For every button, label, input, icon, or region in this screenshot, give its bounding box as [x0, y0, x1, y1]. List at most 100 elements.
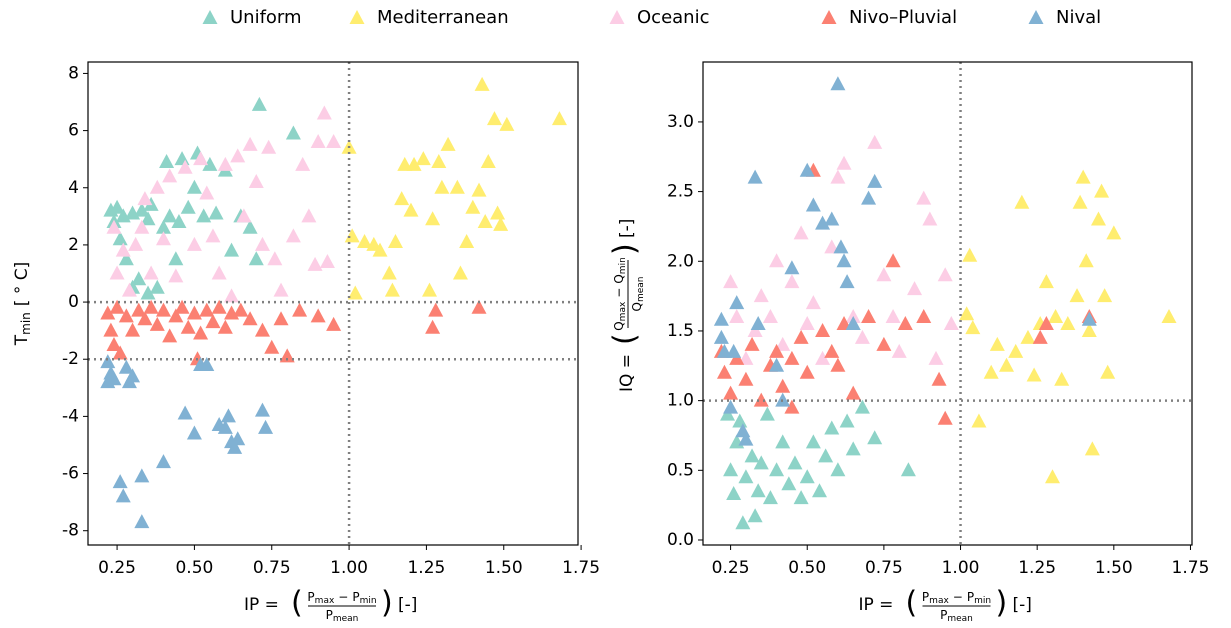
y-tick-label: 1.5 — [667, 321, 694, 341]
label-prefix: IQ = — [617, 354, 637, 392]
point — [103, 322, 119, 337]
point — [1161, 309, 1177, 324]
y-tick-label: 8 — [68, 63, 79, 83]
point — [193, 151, 209, 166]
point — [459, 234, 475, 249]
label-part: Pmean — [940, 608, 973, 624]
label-text: T — [12, 334, 32, 346]
point — [1008, 343, 1024, 358]
point — [824, 420, 840, 435]
point — [784, 274, 800, 289]
point — [775, 336, 791, 351]
point — [174, 151, 190, 166]
point — [830, 76, 846, 91]
point — [781, 476, 797, 491]
point — [254, 322, 270, 337]
point — [824, 211, 840, 226]
point — [885, 253, 901, 268]
point — [224, 242, 240, 257]
point — [1032, 329, 1048, 344]
point — [713, 329, 729, 344]
point — [1026, 367, 1042, 382]
x-tick-label: 1.00 — [330, 558, 368, 578]
point — [784, 260, 800, 275]
point — [121, 282, 137, 297]
point — [551, 111, 567, 126]
point — [1078, 253, 1094, 268]
label-text: max — [929, 596, 949, 606]
point — [440, 136, 456, 151]
point — [983, 364, 999, 379]
point — [242, 311, 258, 326]
point — [486, 111, 502, 126]
point — [227, 439, 243, 454]
point — [319, 254, 335, 269]
point — [1020, 329, 1036, 344]
point — [217, 156, 233, 171]
point — [326, 316, 342, 331]
point — [845, 315, 861, 330]
point — [812, 483, 828, 498]
point — [425, 319, 441, 334]
legend-label: Nival — [1056, 7, 1101, 28]
y-tick-label: -2 — [62, 349, 79, 369]
point — [149, 179, 165, 194]
point — [310, 134, 326, 149]
point — [1072, 194, 1088, 209]
point — [397, 156, 413, 171]
point — [452, 265, 468, 280]
point — [251, 96, 267, 111]
legend-label: Mediterranean — [377, 7, 509, 28]
point — [112, 345, 128, 360]
label-text: P — [307, 590, 314, 604]
y-tick-label: -6 — [62, 464, 79, 484]
label-text: mean — [947, 614, 973, 624]
label-text: Q — [612, 274, 626, 283]
point — [202, 156, 218, 171]
point — [471, 182, 487, 197]
x-tick-label: 1.25 — [1018, 558, 1056, 578]
paren: ) — [608, 243, 643, 255]
label-text: P — [967, 590, 974, 604]
point — [799, 364, 815, 379]
y-tick-label: 2.0 — [667, 251, 694, 271]
point — [112, 231, 128, 246]
point — [168, 268, 184, 283]
point — [1069, 288, 1085, 303]
point — [1090, 211, 1106, 226]
point — [205, 314, 221, 329]
y-axis-label: Tmin [ ° C] — [12, 262, 33, 346]
point — [125, 368, 141, 383]
point — [431, 154, 447, 169]
point — [118, 251, 134, 266]
plot-frame — [87, 61, 579, 546]
point — [217, 419, 233, 434]
point — [106, 336, 122, 351]
point — [499, 116, 515, 131]
point — [295, 156, 311, 171]
point — [1084, 441, 1100, 456]
point — [876, 267, 892, 282]
label-part: Pmean — [326, 608, 359, 624]
point — [180, 199, 196, 214]
point — [729, 309, 745, 324]
point — [162, 168, 178, 183]
point — [931, 371, 947, 386]
point — [134, 202, 150, 217]
point — [109, 199, 125, 214]
point — [186, 305, 202, 320]
point — [928, 350, 944, 365]
paren: ( — [906, 586, 918, 621]
point — [738, 371, 754, 386]
point — [115, 488, 131, 503]
label-text: − — [338, 590, 348, 604]
point — [230, 431, 246, 446]
label-part: Pmax − Pmin — [922, 590, 991, 606]
point — [186, 179, 202, 194]
point — [285, 125, 301, 140]
point — [1106, 225, 1122, 240]
x-tick-label: 1.75 — [562, 558, 600, 578]
point — [762, 309, 778, 324]
x-tick-label: 1.50 — [1095, 558, 1133, 578]
